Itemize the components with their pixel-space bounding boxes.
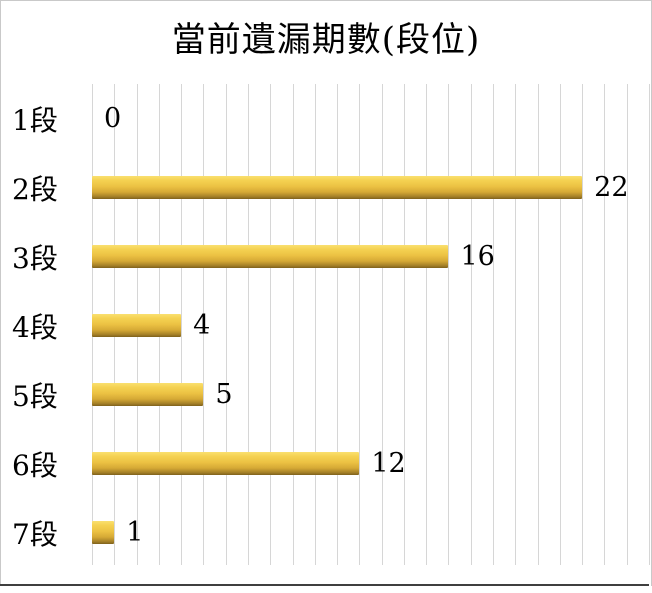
bar-row: 5 bbox=[92, 360, 649, 429]
value-label: 22 bbox=[594, 172, 629, 203]
gridline bbox=[604, 84, 606, 565]
bar bbox=[92, 383, 204, 406]
category-axis: 1段 2段 3段 4段 5段 6段 7段 bbox=[0, 84, 92, 567]
gridline bbox=[515, 84, 517, 565]
gridline bbox=[381, 84, 383, 565]
bar-row: 16 bbox=[92, 222, 649, 291]
value-label: 0 bbox=[104, 103, 122, 134]
gridline bbox=[270, 84, 272, 565]
bar-row: 12 bbox=[92, 429, 649, 498]
bar bbox=[92, 452, 360, 475]
gridline bbox=[359, 84, 361, 565]
gridline bbox=[626, 84, 628, 565]
bar-row: 1 bbox=[92, 498, 649, 567]
bar-rows: 0 22 16 4 5 12 1 bbox=[92, 84, 649, 567]
value-label: 5 bbox=[215, 379, 233, 410]
category-label: 3段 bbox=[12, 241, 58, 275]
category-label: 5段 bbox=[12, 379, 58, 413]
category-label: 1段 bbox=[12, 103, 58, 137]
gridline bbox=[337, 84, 339, 565]
bar bbox=[92, 521, 115, 544]
category-label: 4段 bbox=[12, 310, 58, 344]
gridline bbox=[649, 84, 650, 565]
value-label: 1 bbox=[126, 517, 144, 548]
gridline bbox=[292, 84, 294, 565]
gridline bbox=[225, 84, 227, 565]
bar-row: 0 bbox=[92, 84, 649, 153]
gridline bbox=[470, 84, 472, 565]
gridline bbox=[403, 84, 405, 565]
value-label: 4 bbox=[193, 310, 211, 341]
gridline bbox=[537, 84, 539, 565]
gridline bbox=[181, 84, 183, 565]
gridline bbox=[448, 84, 450, 565]
gridline bbox=[203, 84, 205, 565]
gridline bbox=[493, 84, 495, 565]
gridline bbox=[582, 84, 584, 565]
bar-row: 22 bbox=[92, 153, 649, 222]
value-label: 12 bbox=[371, 448, 406, 479]
category-label: 7段 bbox=[12, 517, 58, 551]
bar bbox=[92, 176, 583, 199]
value-label: 16 bbox=[460, 241, 495, 272]
category-label: 2段 bbox=[12, 172, 58, 206]
gridline bbox=[247, 84, 249, 565]
plot-area: 0 22 16 4 5 12 1 bbox=[92, 84, 650, 567]
bar bbox=[92, 245, 449, 268]
gridline bbox=[559, 84, 561, 565]
chart-title: 當前遺漏期數(段位) bbox=[171, 20, 481, 60]
bottom-rule bbox=[0, 584, 649, 586]
gridline bbox=[314, 84, 316, 565]
bar-row: 4 bbox=[92, 291, 649, 360]
category-label: 6段 bbox=[12, 448, 58, 482]
gridline bbox=[426, 84, 428, 565]
bar bbox=[92, 314, 182, 337]
